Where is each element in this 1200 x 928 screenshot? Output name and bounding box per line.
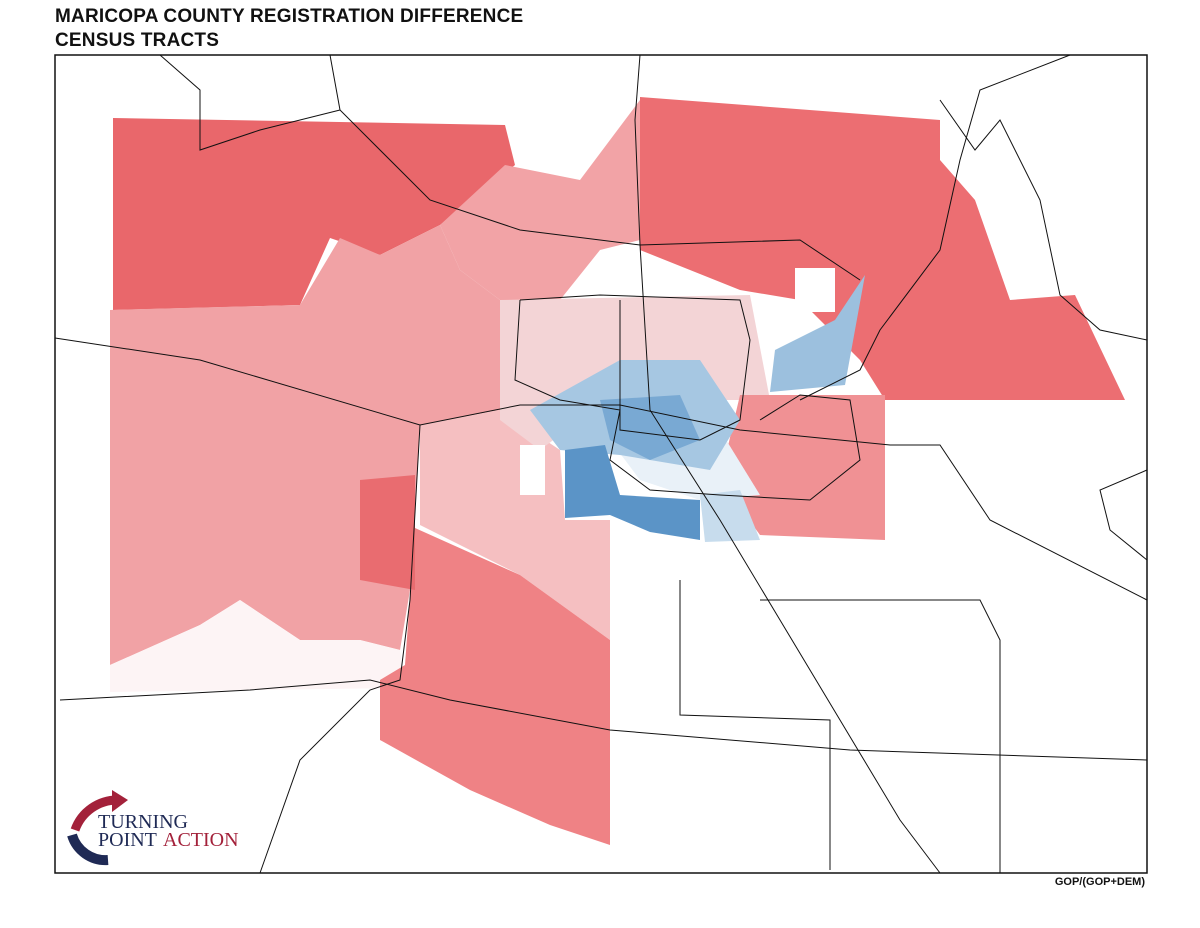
tract-region <box>110 600 405 692</box>
road <box>259 424 421 874</box>
road <box>59 679 1148 761</box>
road <box>1099 469 1148 561</box>
logo-arrowhead <box>112 790 128 812</box>
road <box>634 54 941 874</box>
road <box>519 294 751 441</box>
tract-region <box>113 118 515 310</box>
tract-region <box>440 100 640 300</box>
logo: TURNING POINT ACTION <box>67 790 239 866</box>
road <box>159 54 341 151</box>
map-title: MARICOPA COUNTY REGISTRATION DIFFERENCE <box>55 6 524 27</box>
road <box>799 54 1071 401</box>
tract-region <box>565 445 700 540</box>
tract-region <box>420 410 610 640</box>
roads <box>54 54 1148 874</box>
tract-region <box>600 395 700 460</box>
tract-region <box>640 97 1125 400</box>
road <box>939 99 1148 341</box>
tract-region <box>380 528 610 845</box>
logo-text: ACTION <box>163 829 239 851</box>
tract-region <box>360 475 415 590</box>
logo-ring <box>67 833 109 866</box>
road <box>514 299 861 501</box>
tracts <box>110 97 1125 845</box>
map-subtitle: CENSUS TRACTS <box>55 30 220 51</box>
logo-text: POINT <box>98 829 157 851</box>
logo-text: TURNING <box>98 811 188 833</box>
tract-region <box>720 395 885 540</box>
tract-region <box>795 268 835 312</box>
legend-label: GOP/(GOP+DEM) <box>1054 876 1145 888</box>
road <box>760 599 1001 873</box>
road <box>679 580 831 870</box>
tract-region <box>520 445 545 495</box>
tract-region <box>700 490 760 542</box>
tract-region <box>770 275 865 392</box>
road <box>54 337 1148 601</box>
